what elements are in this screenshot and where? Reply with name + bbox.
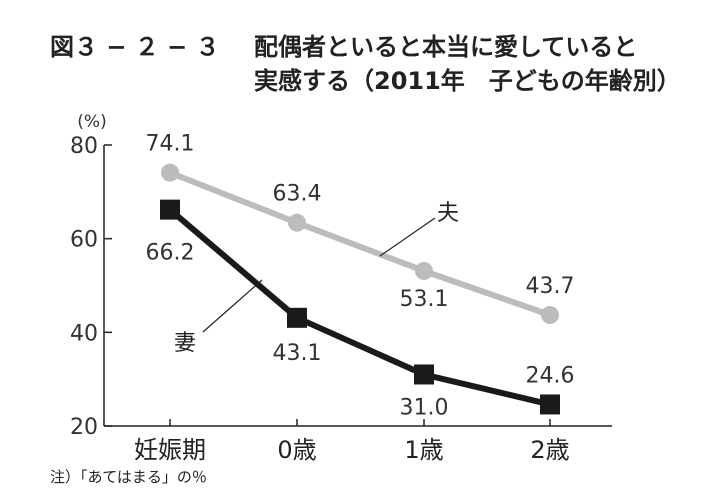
- series-label: 妻: [174, 331, 196, 356]
- series-line: [168, 169, 551, 318]
- series-leader-line: [379, 217, 436, 257]
- data-label: 74.1: [146, 132, 195, 157]
- title-line-1: 配偶者といると本当に愛していると: [254, 33, 638, 61]
- footnote: 注）「あてはまる」の％: [50, 468, 207, 486]
- data-label: 43.1: [273, 341, 322, 366]
- y-axis-unit: (%): [77, 112, 106, 132]
- data-point: [540, 394, 560, 415]
- series-label: 夫: [437, 201, 459, 226]
- y-tick-label: 60: [70, 228, 98, 253]
- x-tick-label: 2歳: [530, 436, 569, 464]
- data-label: 31.0: [400, 395, 449, 420]
- figure-title: 図３ − ２ − ３ 配偶者といると本当に愛していると 実感する（2011年 子ど…: [50, 30, 681, 98]
- data-point: [160, 199, 180, 220]
- y-tick-label: 80: [70, 134, 98, 159]
- x-tick-label: 0歳: [277, 436, 316, 464]
- x-tick-label: 1歳: [404, 436, 443, 464]
- data-label: 63.4: [273, 182, 322, 207]
- series-leader-line: [202, 279, 263, 333]
- title-line-2: 実感する（2011年 子どもの年齢別）: [254, 67, 681, 95]
- figure-number: 図３ − ２ − ３: [50, 33, 220, 61]
- data-point: [288, 213, 306, 232]
- data-label: 24.6: [526, 363, 575, 388]
- x-tick-label: 妊娠期: [134, 436, 206, 464]
- data-point: [287, 307, 307, 328]
- y-tick-label: 40: [70, 321, 98, 346]
- data-label: 53.1: [400, 287, 449, 312]
- data-label: 43.7: [526, 274, 575, 299]
- y-tick-label: 20: [70, 415, 98, 440]
- series-line: [168, 207, 551, 408]
- data-point: [414, 364, 434, 385]
- data-label: 66.2: [146, 241, 195, 266]
- data-point: [541, 306, 559, 325]
- data-point: [415, 261, 433, 280]
- data-point: [161, 163, 179, 182]
